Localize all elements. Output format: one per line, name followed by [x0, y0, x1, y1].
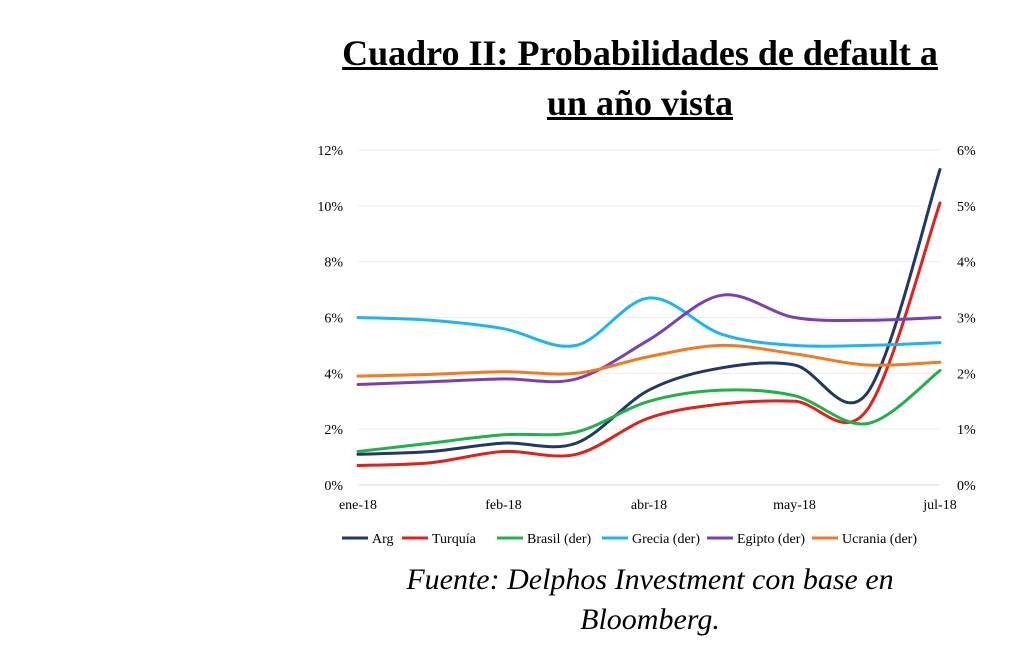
legend-item-turquia: Turquía — [402, 532, 477, 547]
series-line-egipto-der — [356, 293, 942, 386]
chart-title-line1: Cuadro II: Probabilidades de default a — [342, 33, 938, 73]
series-line-turquia — [356, 201, 942, 467]
legend-item-egipto-der: Egipto (der) — [707, 532, 805, 547]
line-chart: 0% 2% 4% 6% 8% 10% 12% 0% 1% 2% 3% 4% 5% 6% ene-18 feb-… — [317, 144, 976, 547]
chart-title: Cuadro II: Probabilidades de default a u… — [280, 28, 1000, 128]
y-right-tick-label: 1% — [957, 423, 976, 438]
series-line-ucrania-der — [356, 343, 942, 378]
x-tick-label: abr-18 — [631, 498, 667, 513]
y-left-tick-label: 4% — [324, 367, 343, 382]
source-note: Fuente: Delphos Investment con base en B… — [300, 560, 1000, 640]
y-left-tick-label: 10% — [317, 200, 343, 215]
y-right-tick-label: 4% — [957, 256, 976, 271]
y-left-tick-label: 6% — [324, 312, 343, 327]
series-line-arg — [356, 168, 942, 456]
y-right-tick-label: 5% — [957, 200, 976, 215]
source-line2: Bloomberg. — [580, 603, 720, 636]
legend-label: Brasil (der) — [527, 532, 591, 547]
y-right-tick-label: 2% — [957, 367, 976, 382]
y-left-tick-label: 8% — [324, 256, 343, 271]
legend-label: Arg — [372, 532, 394, 547]
legend-item-brasil-der: Brasil (der) — [497, 532, 591, 547]
legend-item-grecia-der: Grecia (der) — [602, 532, 700, 547]
chart-title-line2: un año vista — [546, 83, 734, 123]
x-tick-label: feb-18 — [485, 498, 522, 513]
y-right-tick-label: 6% — [957, 144, 976, 159]
legend-label: Turquía — [432, 532, 477, 547]
legend-item-ucrania-der: Ucrania (der) — [812, 532, 917, 547]
y-left-tick-label: 0% — [324, 479, 343, 494]
legend-label: Egipto (der) — [737, 532, 805, 547]
y-right-tick-label: 3% — [957, 312, 976, 327]
y-left-tick-label: 12% — [317, 144, 343, 159]
x-tick-label: jul-18 — [922, 498, 956, 513]
x-tick-label: ene-18 — [339, 498, 377, 513]
y-left-tick-label: 2% — [324, 423, 343, 438]
x-tick-label: may-18 — [773, 498, 816, 513]
y-right-tick-label: 0% — [957, 479, 976, 494]
legend-item-arg: Arg — [342, 532, 394, 547]
source-line1: Fuente: Delphos Investment con base en — [406, 563, 894, 596]
series-line-brasil-der — [356, 369, 942, 453]
legend-label: Ucrania (der) — [842, 532, 917, 547]
series-line-grecia-der — [356, 296, 942, 348]
legend-label: Grecia (der) — [632, 532, 700, 547]
